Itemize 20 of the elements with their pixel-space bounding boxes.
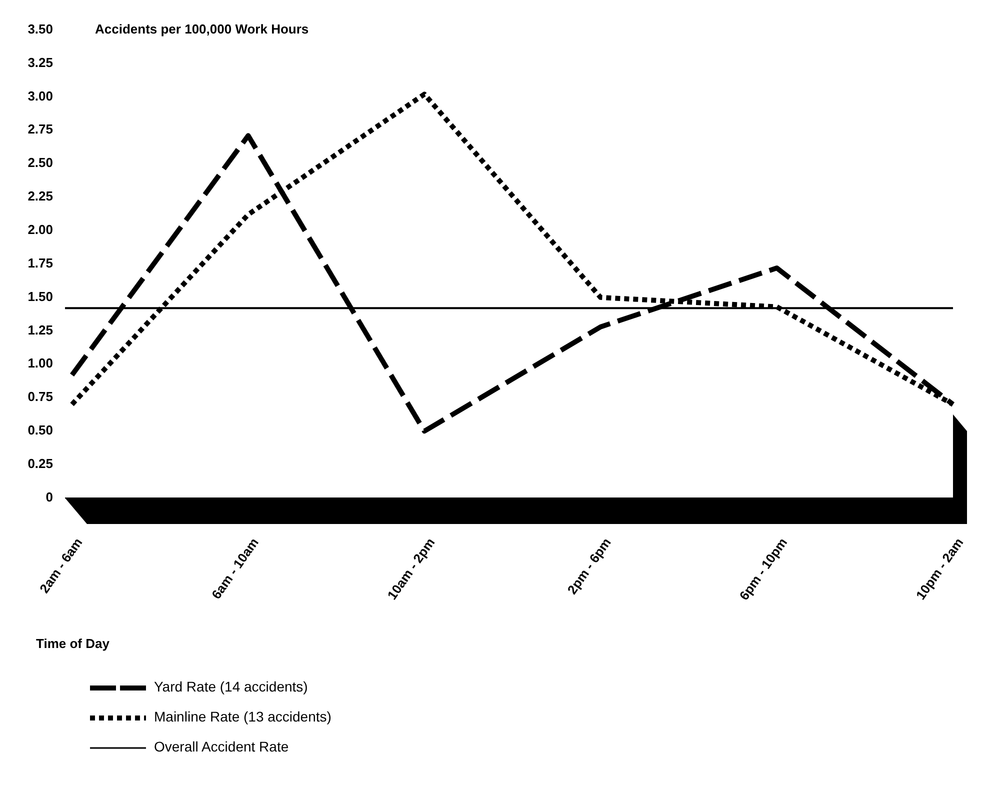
y-tick-label: 0 (46, 489, 53, 504)
y-tick-label: 1.50 (28, 288, 53, 304)
legend-label: Mainline Rate (13 accidents) (154, 708, 332, 725)
y-tick-label: 3.50 (28, 21, 53, 36)
y-tick-label: 1.25 (28, 322, 53, 338)
y-tick-label: 1.75 (28, 255, 53, 270)
y-tick-label: 1.00 (28, 356, 53, 371)
legend-label: Overall Accident Rate (154, 738, 289, 755)
legend-label: Yard Rate (14 accidents) (154, 678, 308, 695)
y-tick-label: 3.25 (28, 54, 53, 70)
y-tick-label: 2.75 (28, 122, 53, 137)
y-tick-label: 3.00 (28, 88, 53, 104)
y-axis-title: Accidents per 100,000 Work Hours (95, 21, 309, 36)
y-tick-label: 0.25 (28, 456, 53, 472)
y-tick-label: 0.75 (28, 389, 53, 404)
y-tick-label: 0.50 (28, 422, 53, 438)
y-tick-label: 2.00 (28, 222, 53, 238)
y-tick-label: 2.25 (28, 188, 53, 204)
y-tick-label: 2.50 (28, 155, 53, 170)
x-axis-title: Time of Day (36, 636, 110, 651)
